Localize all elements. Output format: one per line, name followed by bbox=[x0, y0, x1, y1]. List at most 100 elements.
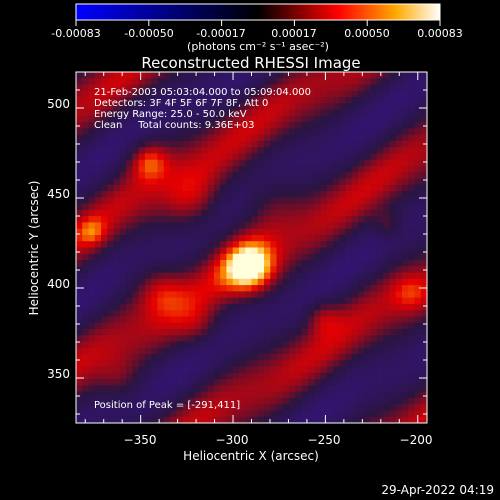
heatmap-cell bbox=[138, 84, 146, 92]
heatmap-cell bbox=[170, 203, 177, 211]
heatmap-cell bbox=[138, 322, 146, 330]
heatmap-cell bbox=[326, 328, 334, 336]
heatmap-cell bbox=[289, 134, 296, 142]
heatmap-cell bbox=[301, 303, 309, 311]
heatmap-cell bbox=[88, 391, 96, 399]
heatmap-cell bbox=[414, 266, 422, 274]
heatmap-cell bbox=[195, 310, 202, 318]
heatmap-cell bbox=[364, 328, 372, 336]
heatmap-cell bbox=[358, 153, 365, 161]
heatmap-cell bbox=[383, 416, 390, 423]
heatmap-cell bbox=[257, 247, 265, 255]
chart-title: Reconstructed RHESSI Image bbox=[141, 54, 360, 72]
heatmap-cell bbox=[226, 78, 234, 86]
heatmap-cell bbox=[226, 241, 234, 249]
heatmap-cell bbox=[182, 97, 190, 104]
heatmap-cell bbox=[314, 140, 322, 148]
heatmap-cell bbox=[163, 416, 171, 423]
heatmap-cell bbox=[282, 322, 290, 330]
heatmap-cell bbox=[238, 197, 246, 205]
heatmap-cell bbox=[132, 209, 140, 217]
heatmap-cell bbox=[107, 134, 115, 142]
heatmap-cell bbox=[282, 109, 290, 117]
heatmap-cell bbox=[238, 372, 246, 380]
heatmap-cell bbox=[282, 285, 290, 292]
heatmap-cell bbox=[257, 404, 265, 412]
heatmap-cell bbox=[307, 385, 315, 393]
heatmap-cell bbox=[138, 209, 146, 217]
heatmap-cell bbox=[301, 228, 309, 236]
heatmap-cell bbox=[188, 303, 196, 311]
heatmap-cell bbox=[138, 184, 146, 192]
heatmap-cell bbox=[144, 272, 152, 280]
heatmap-cell bbox=[94, 90, 102, 98]
heatmap-cell bbox=[144, 410, 152, 418]
heatmap-cell bbox=[295, 285, 303, 292]
heatmap-cell bbox=[289, 310, 296, 318]
heatmap-cell bbox=[82, 153, 90, 161]
heatmap-cell bbox=[295, 128, 303, 136]
heatmap-cell bbox=[245, 341, 253, 349]
heatmap-cell bbox=[213, 97, 221, 104]
heatmap-cell bbox=[207, 128, 215, 136]
heatmap-cell bbox=[113, 379, 121, 386]
heatmap-cell bbox=[314, 122, 322, 130]
heatmap-cell bbox=[126, 291, 134, 299]
heatmap-cell bbox=[408, 366, 416, 374]
heatmap-cell bbox=[358, 316, 365, 324]
heatmap-cell bbox=[364, 303, 372, 311]
heatmap-cell bbox=[119, 303, 127, 311]
heatmap-cell bbox=[320, 109, 328, 117]
heatmap-cell bbox=[107, 178, 115, 186]
heatmap-cell bbox=[119, 84, 127, 92]
heatmap-cell bbox=[370, 397, 378, 405]
heatmap-cell bbox=[232, 84, 240, 92]
heatmap-cell bbox=[332, 360, 340, 368]
heatmap-cell bbox=[320, 260, 328, 267]
heatmap-cell bbox=[113, 266, 121, 274]
heatmap-cell bbox=[195, 216, 202, 224]
heatmap-cell bbox=[82, 166, 90, 173]
heatmap-cell bbox=[282, 360, 290, 368]
heatmap-cell bbox=[113, 354, 121, 361]
heatmap-cell bbox=[101, 178, 108, 186]
heatmap-cell bbox=[94, 115, 102, 123]
heatmap-cell bbox=[238, 354, 246, 361]
heatmap-cell bbox=[257, 159, 265, 167]
heatmap-cell bbox=[320, 278, 328, 286]
heatmap-cell bbox=[144, 166, 152, 173]
heatmap-cell bbox=[182, 203, 190, 211]
heatmap-cell bbox=[332, 184, 340, 192]
heatmap-cell bbox=[301, 103, 309, 111]
heatmap-cell bbox=[401, 247, 409, 255]
heatmap-cell bbox=[264, 84, 271, 92]
heatmap-cell bbox=[270, 278, 278, 286]
heatmap-cell bbox=[301, 128, 309, 136]
heatmap-cell bbox=[408, 134, 416, 142]
heatmap-cell bbox=[345, 291, 353, 299]
heatmap-cell bbox=[151, 341, 159, 349]
heatmap-cell bbox=[245, 147, 253, 155]
heatmap-cell bbox=[358, 372, 365, 380]
heatmap-cell bbox=[326, 354, 334, 361]
heatmap-cell bbox=[401, 203, 409, 211]
heatmap-cell bbox=[201, 391, 209, 399]
heatmap-cell bbox=[276, 266, 284, 274]
heatmap-cell bbox=[307, 322, 315, 330]
heatmap-cell bbox=[151, 391, 159, 399]
heatmap-cell bbox=[326, 159, 334, 167]
heatmap-cell bbox=[201, 159, 209, 167]
heatmap-cell bbox=[301, 109, 309, 117]
heatmap-cell bbox=[389, 366, 397, 374]
heatmap-cell bbox=[113, 335, 121, 343]
heatmap-cell bbox=[144, 90, 152, 98]
heatmap-cell bbox=[276, 278, 284, 286]
heatmap-cell bbox=[107, 97, 115, 104]
heatmap-cell bbox=[238, 241, 246, 249]
heatmap-cell bbox=[182, 172, 190, 180]
heatmap-cell bbox=[295, 178, 303, 186]
heatmap-cell bbox=[245, 122, 253, 130]
heatmap-cell bbox=[226, 209, 234, 217]
heatmap-cell bbox=[163, 391, 171, 399]
heatmap-cell bbox=[126, 391, 134, 399]
